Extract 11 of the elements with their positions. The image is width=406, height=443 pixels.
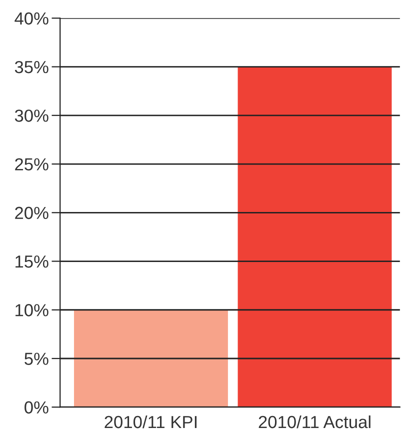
y-tick-label: 0% (24, 401, 48, 414)
y-tick-label: 15% (16, 256, 48, 268)
x-tick-label: 2010/11 KPI (104, 415, 197, 428)
y-tick-label: 40% (14, 12, 48, 25)
y-tick-label: 20% (15, 206, 48, 220)
y-tick-label: 5% (24, 352, 48, 365)
x-tick-label: 2010/11 Actual (258, 415, 370, 428)
y-tick-label: 30% (14, 110, 48, 122)
y-tick-label: 25% (15, 158, 48, 170)
y-tick-label: 35% (14, 60, 48, 74)
y-tick-label: 10% (16, 304, 48, 316)
